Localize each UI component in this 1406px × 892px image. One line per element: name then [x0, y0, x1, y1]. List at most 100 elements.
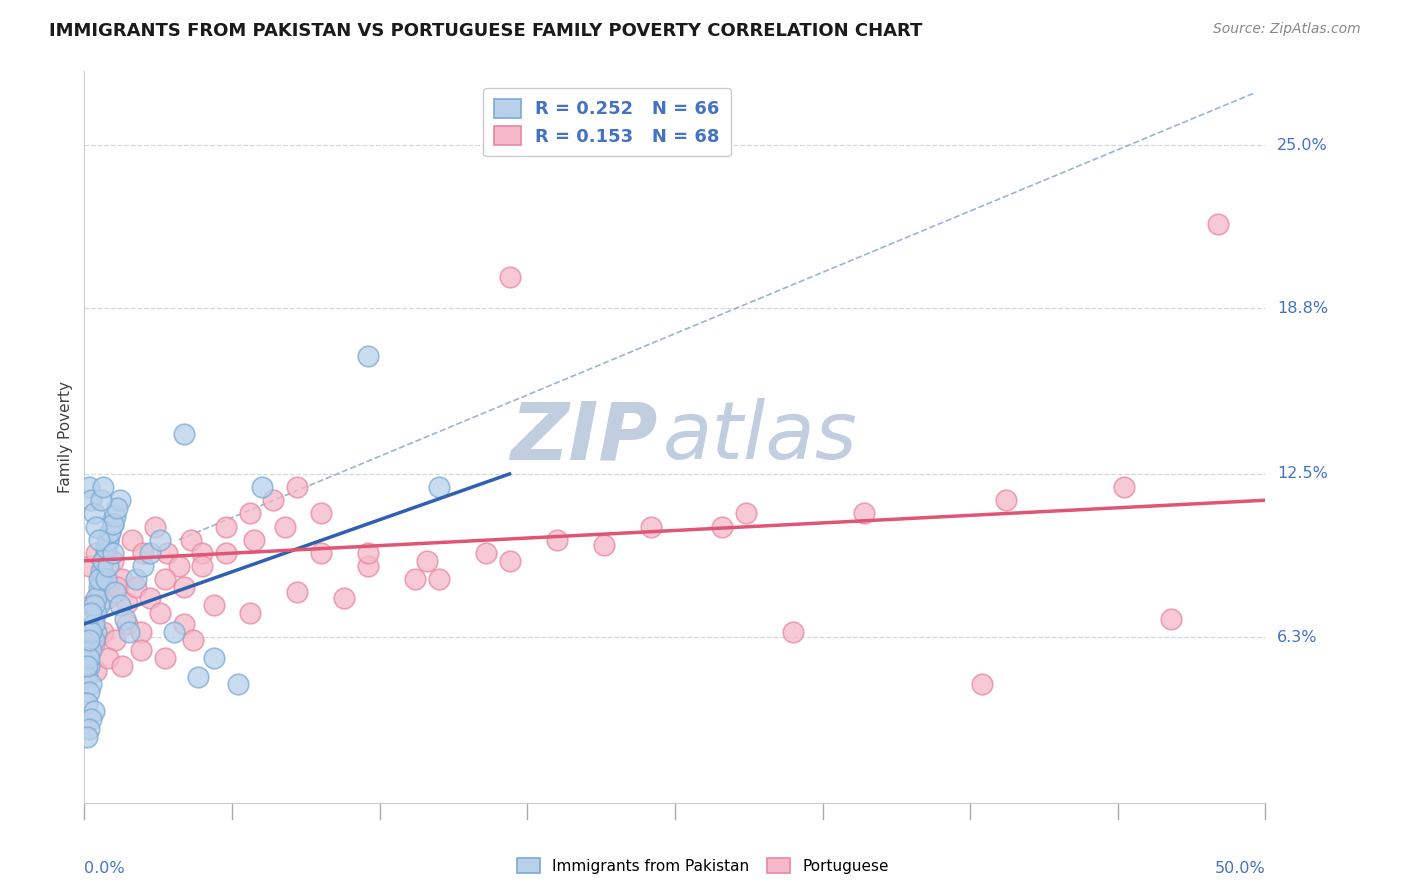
Point: [129, 643, 152, 657]
Point: [357, 546, 380, 560]
Point: [215, 546, 238, 560]
Point: [416, 554, 439, 568]
Point: [94, 572, 117, 586]
Point: [91, 564, 114, 578]
Point: [87, 580, 110, 594]
Text: Source: ZipAtlas.com: Source: ZipAtlas.com: [1213, 22, 1361, 37]
Point: [163, 624, 186, 639]
Point: [475, 546, 498, 560]
Point: [104, 632, 127, 647]
Point: [711, 519, 734, 533]
Point: [181, 632, 204, 647]
Point: [80, 607, 103, 621]
Point: [333, 591, 356, 605]
Point: [107, 501, 129, 516]
Legend: Immigrants from Pakistan, Portuguese: Immigrants from Pakistan, Portuguese: [510, 852, 896, 880]
Point: [80, 712, 103, 726]
Point: [285, 585, 308, 599]
Text: 12.5%: 12.5%: [1277, 467, 1329, 482]
Point: [262, 493, 284, 508]
Point: [239, 607, 262, 621]
Point: [180, 533, 202, 547]
Point: [77, 559, 100, 574]
Point: [83, 599, 105, 613]
Point: [782, 624, 804, 639]
Point: [111, 659, 134, 673]
Point: [274, 519, 297, 533]
Text: IMMIGRANTS FROM PAKISTAN VS PORTUGUESE FAMILY POVERTY CORRELATION CHART: IMMIGRANTS FROM PAKISTAN VS PORTUGUESE F…: [49, 22, 922, 40]
Point: [77, 480, 100, 494]
Point: [84, 624, 107, 639]
Point: [125, 580, 148, 594]
Text: 6.3%: 6.3%: [1277, 630, 1317, 645]
Point: [111, 572, 134, 586]
Y-axis label: Family Poverty: Family Poverty: [58, 381, 73, 493]
Point: [1206, 217, 1229, 231]
Point: [427, 480, 450, 494]
Point: [156, 546, 179, 560]
Point: [108, 493, 131, 508]
Point: [202, 599, 225, 613]
Point: [77, 659, 100, 673]
Point: [84, 665, 107, 679]
Point: [173, 427, 195, 442]
Point: [143, 519, 166, 533]
Point: [108, 599, 131, 613]
Point: [404, 572, 426, 586]
Point: [852, 507, 875, 521]
Point: [357, 559, 380, 574]
Point: [90, 564, 112, 578]
Point: [97, 591, 120, 605]
Point: [97, 533, 120, 547]
Point: [118, 624, 141, 639]
Point: [77, 651, 100, 665]
Point: [132, 559, 155, 574]
Point: [91, 480, 114, 494]
Point: [498, 554, 520, 568]
Point: [97, 533, 120, 547]
Text: 0.0%: 0.0%: [84, 861, 125, 876]
Point: [125, 572, 148, 586]
Point: [994, 493, 1017, 508]
Point: [149, 607, 172, 621]
Point: [97, 651, 120, 665]
Point: [76, 696, 98, 710]
Point: [97, 559, 120, 574]
Legend: R = 0.252   N = 66, R = 0.153   N = 68: R = 0.252 N = 66, R = 0.153 N = 68: [484, 87, 731, 156]
Point: [167, 559, 190, 574]
Point: [1160, 612, 1182, 626]
Point: [87, 572, 110, 586]
Point: [250, 480, 273, 494]
Point: [83, 616, 105, 631]
Point: [83, 638, 105, 652]
Text: 50.0%: 50.0%: [1215, 861, 1265, 876]
Point: [239, 507, 262, 521]
Point: [87, 599, 110, 613]
Point: [87, 585, 110, 599]
Point: [191, 546, 214, 560]
Point: [98, 524, 121, 539]
Point: [546, 533, 568, 547]
Point: [309, 546, 332, 560]
Point: [91, 624, 114, 639]
Point: [285, 480, 308, 494]
Point: [498, 269, 520, 284]
Point: [80, 624, 103, 639]
Point: [129, 624, 152, 639]
Point: [243, 533, 266, 547]
Point: [173, 616, 195, 631]
Point: [77, 722, 100, 736]
Point: [83, 632, 105, 647]
Point: [1112, 480, 1135, 494]
Point: [87, 533, 110, 547]
Point: [101, 554, 124, 568]
Point: [91, 554, 114, 568]
Point: [640, 519, 662, 533]
Point: [76, 659, 98, 673]
Point: [173, 580, 195, 594]
Point: [191, 559, 214, 574]
Point: [80, 677, 103, 691]
Point: [357, 349, 380, 363]
Point: [80, 643, 103, 657]
Point: [427, 572, 450, 586]
